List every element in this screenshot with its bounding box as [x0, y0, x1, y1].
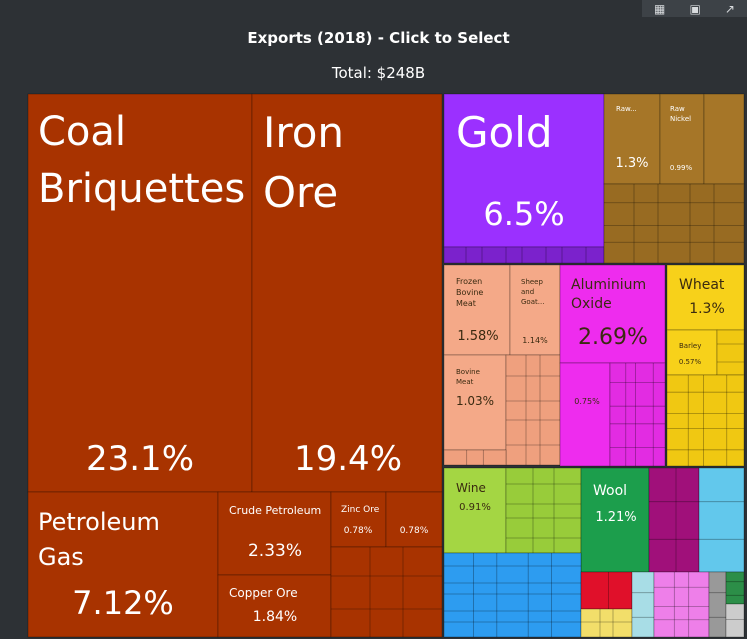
label-gold: Gold [456, 108, 553, 157]
tile-bovine-meat[interactable] [443, 354, 507, 451]
value-sheep-goat: 1.14% [522, 336, 548, 345]
tile-raw-nickel[interactable] [659, 93, 705, 185]
label-copper-ore: Copper Ore [229, 586, 298, 600]
tile-barley[interactable] [666, 329, 718, 376]
tile-food-small-block[interactable] [505, 467, 582, 554]
label-frozen-3: Meat [456, 299, 476, 308]
tile-petroleum-gas[interactable] [27, 491, 219, 638]
label-zinc-ore: Zinc Ore [341, 505, 380, 515]
tile-frozen-bovine-meat[interactable] [443, 264, 511, 356]
label-bovine-2: Meat [456, 378, 474, 386]
value-barley: 0.57% [679, 358, 702, 366]
share-icon[interactable]: ↗ [724, 1, 735, 16]
value-aluminium-oxide: 2.69% [578, 325, 648, 350]
value-ore-other: 0.78% [400, 526, 429, 536]
tile-metals-small-block[interactable] [603, 183, 745, 264]
label-coal-briquettes-2: Briquettes [38, 166, 245, 212]
label-iron-ore-2: Ore [263, 168, 338, 217]
label-wine: Wine [456, 481, 486, 495]
chart-subtitle: Total: $248B [331, 64, 426, 82]
image-icon[interactable]: ▣ [689, 1, 701, 16]
table-icon[interactable]: ▦ [654, 1, 666, 16]
label-iron-ore-1: Iron [263, 108, 344, 157]
value-raw-nickel: 0.99% [670, 164, 693, 172]
tile-veg-side-block[interactable] [716, 329, 745, 376]
label-sheep-1: Sheep [521, 278, 543, 286]
value-raw-metal: 1.3% [615, 156, 648, 171]
tile-wine[interactable] [443, 467, 507, 554]
tile-pink-group-block[interactable] [653, 571, 710, 638]
value-copper-ore: 1.84% [253, 609, 297, 625]
tile-zinc-ore[interactable] [330, 491, 387, 548]
tile-wheat[interactable] [666, 264, 745, 331]
label-petroleum-gas-1: Petroleum [38, 508, 160, 536]
label-frozen-1: Frozen [456, 277, 482, 286]
tile-misc-group-block[interactable] [725, 603, 745, 638]
toolbar: ▦ ▣ ↗ [642, 0, 747, 17]
tile-coal-briquettes[interactable] [27, 93, 253, 493]
chart-title: Exports (2018) - Click to Select [247, 29, 510, 47]
label-frozen-2: Bovine [456, 288, 483, 297]
label-barley: Barley [679, 342, 701, 350]
value-wheat: 1.3% [689, 301, 725, 317]
value-gold: 6.5% [483, 195, 564, 233]
label-raw-metal: Raw... [616, 105, 637, 113]
label-coal-briquettes-1: Coal [38, 109, 126, 155]
value-bovine-meat: 1.03% [456, 394, 494, 408]
label-sheep-2: and [521, 288, 534, 296]
value-iron-ore: 19.4% [294, 439, 402, 479]
value-wine: 0.91% [459, 502, 491, 513]
tile-green-group-block[interactable] [725, 571, 745, 605]
value-crude-petroleum: 2.33% [248, 541, 302, 561]
label-crude-petroleum: Crude Petroleum [229, 504, 321, 517]
tile-aluminium-oxide[interactable] [559, 264, 666, 364]
tile-textiles-block[interactable] [648, 467, 700, 573]
tile-veg-small-block[interactable] [666, 374, 745, 467]
tile-ore-other[interactable] [385, 491, 443, 548]
tile-base-metal[interactable] [703, 93, 745, 185]
tile-red-group-block[interactable] [580, 571, 633, 610]
tile-yellow-group-block[interactable] [580, 608, 633, 638]
value-petroleum-gas: 7.12% [72, 584, 174, 622]
tile-minor-ores-block[interactable] [330, 546, 443, 638]
tile-teal-group-block[interactable] [631, 571, 655, 638]
label-sheep-3: Goat... [521, 298, 544, 306]
label-bovine-1: Bovine [456, 368, 480, 376]
tile-precious-metals-block[interactable] [443, 246, 605, 264]
tile-meat-small-block[interactable] [505, 354, 561, 466]
tile-light-blue-block[interactable] [698, 467, 745, 573]
tile-chem-other[interactable] [559, 362, 611, 467]
tile-iron-ore[interactable] [251, 93, 443, 493]
label-raw-nickel-2: Nickel [670, 115, 691, 123]
tile-copper-ore[interactable] [217, 574, 332, 638]
label-raw-nickel-1: Raw [670, 105, 685, 113]
value-frozen-bovine-meat: 1.58% [457, 329, 498, 344]
tile-meat-strip-block[interactable] [443, 449, 507, 466]
tile-crude-petroleum[interactable] [217, 491, 332, 576]
tile-gold[interactable] [443, 93, 605, 248]
label-aluminium-1: Aluminium [571, 277, 646, 293]
tile-machines-block[interactable] [443, 552, 582, 638]
label-wool: Wool [593, 483, 627, 499]
tile-chem-small-block[interactable] [609, 362, 666, 467]
tile-sheep-goat[interactable] [509, 264, 561, 356]
value-zinc-ore: 0.78% [344, 526, 373, 536]
value-chem-other: 0.75% [574, 397, 600, 406]
tile-grey-group-block[interactable] [708, 571, 727, 638]
label-wheat: Wheat [679, 277, 725, 293]
label-aluminium-2: Oxide [571, 296, 612, 312]
tile-raw-metal[interactable] [603, 93, 661, 185]
value-wool: 1.21% [595, 510, 636, 525]
value-coal-briquettes: 23.1% [86, 439, 194, 479]
label-petroleum-gas-2: Gas [38, 543, 84, 571]
